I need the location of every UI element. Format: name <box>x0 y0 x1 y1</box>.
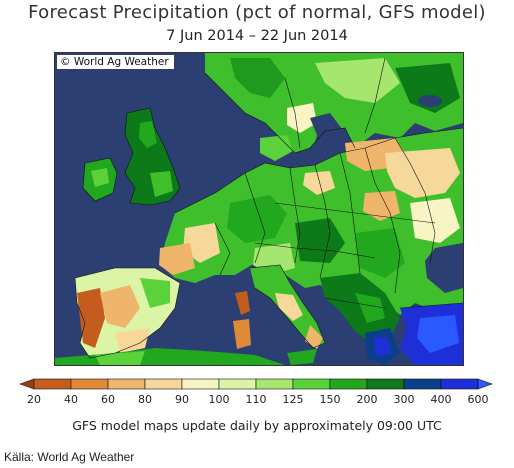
map-region <box>183 223 220 263</box>
colorbar-tick-label: 400 <box>431 393 452 406</box>
map-region <box>91 168 109 187</box>
map-region <box>417 315 459 353</box>
colorbar-tick-label: 80 <box>138 393 152 406</box>
precipitation-colorbar: 20 40 60 80 90 100 110 125 150 200 300 400 600 <box>19 378 493 406</box>
map-region <box>115 328 150 353</box>
update-note: GFS model maps update daily by approxima… <box>72 418 442 433</box>
colorbar-swatch <box>366 378 405 390</box>
map-credit-label: © World Ag Weather <box>57 55 174 69</box>
map-region <box>373 337 391 357</box>
map-title: Forecast Precipitation (pct of normal, G… <box>28 2 486 23</box>
colorbar-tick-label: 60 <box>101 393 115 406</box>
colorbar-swatch <box>218 378 257 390</box>
sicily-land <box>287 349 317 365</box>
lake <box>418 95 442 107</box>
source-caption: Källa: World Ag Weather <box>4 450 135 464</box>
colorbar-tick-label: 600 <box>468 393 489 406</box>
map-region <box>140 278 170 308</box>
sardinia-land <box>233 319 251 349</box>
colorbar-swatches <box>19 378 493 390</box>
map-region <box>303 171 335 195</box>
colorbar-swatch <box>292 378 331 390</box>
balkans-land <box>320 273 400 345</box>
colorbar-tick-label: 150 <box>320 393 341 406</box>
colorbar-tick-label: 90 <box>175 393 189 406</box>
map-region <box>355 293 385 323</box>
europe-map-graphic <box>55 53 463 365</box>
colorbar-swatch <box>144 378 183 390</box>
map-region <box>385 148 460 198</box>
map-region <box>230 58 285 98</box>
colorbar-swatch <box>403 378 442 390</box>
colorbar-swatch <box>440 378 479 390</box>
baltic-sea <box>310 113 345 165</box>
map-region <box>100 285 140 328</box>
colorbar-high-arrow <box>477 378 493 390</box>
colorbar-tick-label: 100 <box>209 393 230 406</box>
map-region <box>260 135 293 161</box>
colorbar-swatch <box>107 378 146 390</box>
country-borders <box>74 57 463 359</box>
colorbar-swatch <box>255 378 294 390</box>
black-sea <box>425 243 463 293</box>
map-region <box>139 121 157 148</box>
map-region <box>395 63 460 113</box>
colorbar-tick-label: 200 <box>357 393 378 406</box>
map-region <box>355 228 405 278</box>
map-region <box>275 293 303 321</box>
colorbar-ticks: 20 40 60 80 90 100 110 125 150 200 300 400 600 <box>27 393 489 406</box>
map-subtitle: 7 Jun 2014 – 22 Jun 2014 <box>166 28 348 44</box>
corsica-land <box>235 291 250 315</box>
colorbar-tick-label: 300 <box>394 393 415 406</box>
colorbar-tick-label: 110 <box>246 393 267 406</box>
colorbar-tick-label: 40 <box>64 393 78 406</box>
map-region <box>77 288 105 348</box>
map-region <box>150 171 173 197</box>
colorbar-swatch <box>329 378 368 390</box>
precipitation-map: © World Ag Weather <box>54 52 464 366</box>
map-region <box>227 195 287 243</box>
map-region <box>363 191 400 221</box>
colorbar-swatch <box>70 378 109 390</box>
map-region <box>305 325 323 349</box>
colorbar-swatch <box>181 378 220 390</box>
colorbar-swatch <box>33 378 72 390</box>
colorbar-tick-label: 20 <box>27 393 41 406</box>
map-region <box>295 218 345 263</box>
colorbar-low-arrow <box>19 378 35 390</box>
colorbar-tick-label: 125 <box>283 393 304 406</box>
map-region <box>410 198 460 243</box>
map-region <box>159 243 195 275</box>
map-region <box>315 58 400 103</box>
